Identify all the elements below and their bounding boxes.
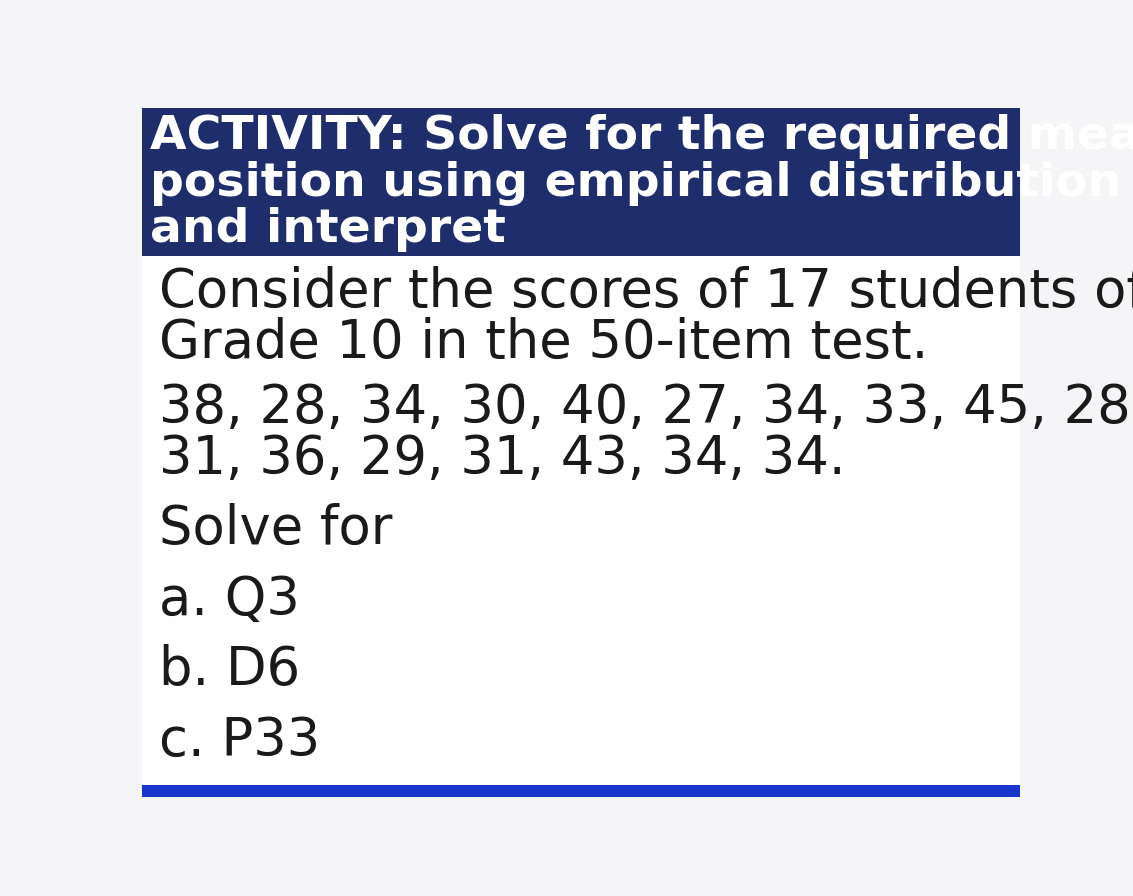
Text: b. D6: b. D6 <box>159 644 300 696</box>
Text: 31, 36, 29, 31, 43, 34, 34.: 31, 36, 29, 31, 43, 34, 34. <box>159 433 846 485</box>
Text: a. Q3: a. Q3 <box>159 573 300 625</box>
Text: Grade 10 in the 50-item test.: Grade 10 in the 50-item test. <box>159 316 929 368</box>
FancyBboxPatch shape <box>142 108 1020 256</box>
Text: ACTIVITY: Solve for the required measures of: ACTIVITY: Solve for the required measure… <box>151 115 1133 159</box>
FancyBboxPatch shape <box>142 785 1020 797</box>
Text: 38, 28, 34, 30, 40, 27, 34, 33, 45, 28,: 38, 28, 34, 30, 40, 27, 34, 33, 45, 28, <box>159 382 1133 435</box>
Text: position using empirical distribution with averaging: position using empirical distribution wi… <box>151 160 1133 206</box>
FancyBboxPatch shape <box>142 256 152 785</box>
Text: Solve for: Solve for <box>159 503 393 555</box>
Text: and interpret: and interpret <box>151 207 506 252</box>
FancyBboxPatch shape <box>142 256 1020 785</box>
Text: Consider the scores of 17 students of: Consider the scores of 17 students of <box>159 266 1133 318</box>
Text: c. P33: c. P33 <box>159 715 321 767</box>
